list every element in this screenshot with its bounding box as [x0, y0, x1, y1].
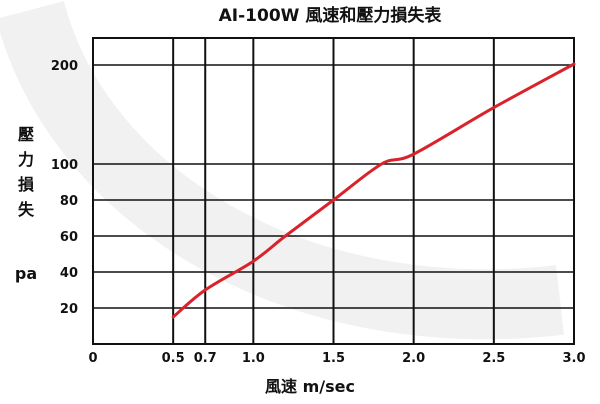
x-tick-label: 2.0: [402, 351, 425, 366]
y-axis-label-char: 失: [18, 200, 35, 219]
y-axis-label-char: 力: [18, 150, 34, 169]
y-tick-label: 40: [60, 266, 78, 281]
x-tick-label: 0: [88, 351, 97, 366]
y-tick-label: 60: [60, 230, 78, 245]
y-axis-label-char: 壓: [18, 125, 34, 144]
y-tick-labels: 20 40 60 80 100 200: [51, 59, 78, 317]
background-swoosh: [0, 0, 564, 340]
series-line-0: [171, 62, 576, 319]
y-tick-label: 20: [60, 302, 78, 317]
series-layer: [171, 62, 576, 319]
x-tick-label: 3.0: [562, 351, 585, 366]
x-tick-label: 2.5: [482, 351, 505, 366]
y-axis-label: 壓力損失: [18, 125, 35, 219]
y-axis-unit: pa: [15, 264, 37, 283]
y-tick-label: 80: [60, 194, 78, 209]
x-tick-label: 0.5: [162, 351, 185, 366]
plot-frame: [92, 37, 575, 345]
grid-layer: [93, 38, 574, 344]
x-tick-label: 0.7: [194, 351, 217, 366]
x-tick-label: 1.0: [242, 351, 265, 366]
y-tick-label: 100: [51, 158, 78, 173]
x-tick-labels: 0 0.5 0.7 1.0 1.5 2.0 2.5 3.0: [88, 351, 585, 366]
x-axis-label: 風速 m/sec: [265, 377, 355, 396]
x-tick-label: 1.5: [322, 351, 345, 366]
y-tick-label: 200: [51, 59, 78, 74]
chart-title: AI-100W 風速和壓力損失表: [219, 5, 443, 26]
y-axis-label-char: 損: [18, 175, 35, 194]
